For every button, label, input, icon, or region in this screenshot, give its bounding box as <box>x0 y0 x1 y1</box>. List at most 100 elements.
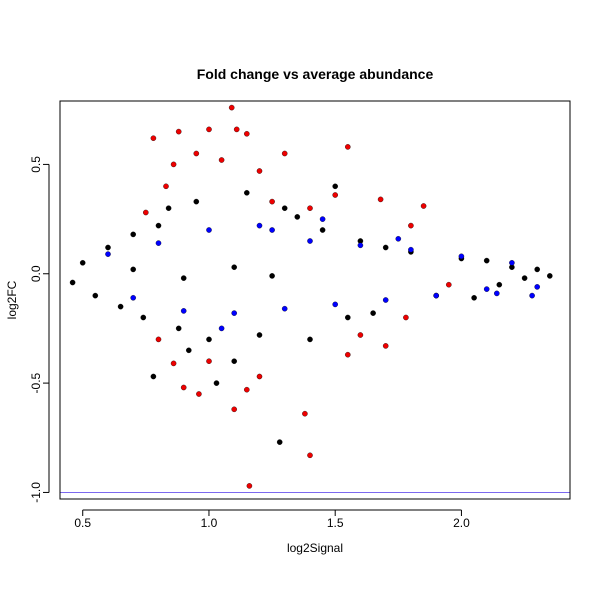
point-significant-1 <box>130 295 136 301</box>
point-not-significant-3 <box>105 244 111 251</box>
point-not-significant-22 <box>332 183 338 190</box>
points-layer <box>69 104 553 489</box>
point-significant-16 <box>509 260 515 266</box>
x-tick-label-1: 1.0 <box>201 516 218 530</box>
point-not-significant-39 <box>231 264 237 270</box>
plot-frame <box>59 100 571 500</box>
point-not-significant-1 <box>79 260 86 266</box>
point-significant-19 <box>529 292 535 299</box>
point-large-change-27 <box>231 406 237 413</box>
point-not-significant-37 <box>130 266 136 273</box>
point-large-change-34 <box>155 336 162 343</box>
point-not-significant-10 <box>186 347 192 354</box>
point-significant-6 <box>256 222 263 229</box>
point-large-change-21 <box>382 343 389 349</box>
point-significant-8 <box>307 238 313 244</box>
point-not-significant-18 <box>281 205 288 211</box>
point-significant-4 <box>206 227 212 233</box>
point-not-significant-32 <box>496 281 503 288</box>
point-significant-9 <box>332 301 338 308</box>
point-large-change-12 <box>163 183 169 190</box>
point-significant-13 <box>433 292 439 299</box>
point-large-change-24 <box>170 360 177 367</box>
point-significant-3 <box>180 308 187 314</box>
point-large-change-4 <box>233 126 240 133</box>
point-not-significant-38 <box>180 275 187 281</box>
point-large-change-32 <box>246 483 253 489</box>
point-not-significant-41 <box>150 373 157 380</box>
point-not-significant-6 <box>140 314 147 321</box>
point-large-change-7 <box>281 150 288 157</box>
point-large-change-20 <box>403 314 409 321</box>
point-not-significant-15 <box>244 190 250 196</box>
chart-title: Fold change vs average abundance <box>197 66 434 82</box>
y-axis-label: log2FC <box>5 280 19 319</box>
point-not-significant-30 <box>471 295 477 301</box>
point-not-significant-12 <box>206 336 212 343</box>
x-tick-label-3: 2.0 <box>453 516 470 530</box>
point-significant-5 <box>231 310 237 316</box>
point-significant-7 <box>281 305 288 312</box>
point-large-change-15 <box>269 198 275 205</box>
point-not-significant-2 <box>92 292 99 299</box>
point-not-significant-9 <box>175 325 182 332</box>
point-significant-18 <box>494 290 500 297</box>
y-tick-label-2: 0.0 <box>29 265 43 282</box>
point-large-change-19 <box>446 281 452 288</box>
point-significant-2 <box>155 240 162 246</box>
point-significant-14 <box>458 253 465 260</box>
point-not-significant-31 <box>483 257 490 264</box>
point-large-change-1 <box>150 135 157 141</box>
point-not-significant-21 <box>319 227 326 233</box>
point-large-change-0 <box>228 104 235 111</box>
point-not-significant-23 <box>345 314 351 321</box>
point-significant-23 <box>218 325 225 332</box>
point-large-change-23 <box>345 351 351 358</box>
x-axis-label: log2Signal <box>287 541 343 555</box>
point-not-significant-20 <box>307 336 313 343</box>
x-axis: 0.5 1.0 1.5 2.0 <box>74 509 470 530</box>
point-large-change-28 <box>244 386 250 393</box>
point-large-change-2 <box>175 128 182 135</box>
point-not-significant-26 <box>382 244 389 251</box>
y-tick-label-3: 0.5 <box>29 156 43 173</box>
point-large-change-11 <box>256 168 263 174</box>
point-large-change-18 <box>408 222 414 229</box>
point-not-significant-36 <box>547 273 553 279</box>
point-large-change-30 <box>302 410 308 417</box>
point-significant-15 <box>483 286 490 292</box>
point-large-change-29 <box>256 373 263 380</box>
point-not-significant-11 <box>193 198 200 205</box>
point-not-significant-34 <box>521 275 528 281</box>
point-not-significant-25 <box>370 310 376 316</box>
x-tick-label-2: 1.5 <box>327 516 344 530</box>
point-not-significant-40 <box>269 273 275 279</box>
point-not-significant-14 <box>231 358 237 364</box>
point-not-significant-5 <box>130 231 136 238</box>
point-large-change-17 <box>420 203 427 209</box>
x-tick-label-0: 0.5 <box>74 516 91 530</box>
point-not-significant-8 <box>165 205 172 211</box>
point-not-significant-17 <box>276 439 283 445</box>
point-not-significant-0 <box>69 279 76 286</box>
point-significant-22 <box>269 227 275 233</box>
point-not-significant-13 <box>213 380 220 386</box>
y-axis: -1.0 -0.5 0.0 0.5 <box>29 156 50 503</box>
point-large-change-5 <box>244 131 250 137</box>
y-tick-label-1: -0.5 <box>29 372 43 393</box>
y-tick-label-0: -1.0 <box>29 482 43 503</box>
point-large-change-6 <box>345 144 351 150</box>
point-not-significant-35 <box>534 266 540 273</box>
point-not-significant-7 <box>155 222 162 229</box>
point-significant-11 <box>382 297 389 303</box>
point-not-significant-4 <box>117 303 124 310</box>
point-large-change-13 <box>332 192 338 198</box>
point-significant-12 <box>408 246 414 253</box>
point-large-change-9 <box>170 161 177 168</box>
point-significant-20 <box>395 236 402 242</box>
point-significant-10 <box>357 242 364 249</box>
point-large-change-16 <box>377 196 384 203</box>
point-large-change-35 <box>143 209 149 216</box>
